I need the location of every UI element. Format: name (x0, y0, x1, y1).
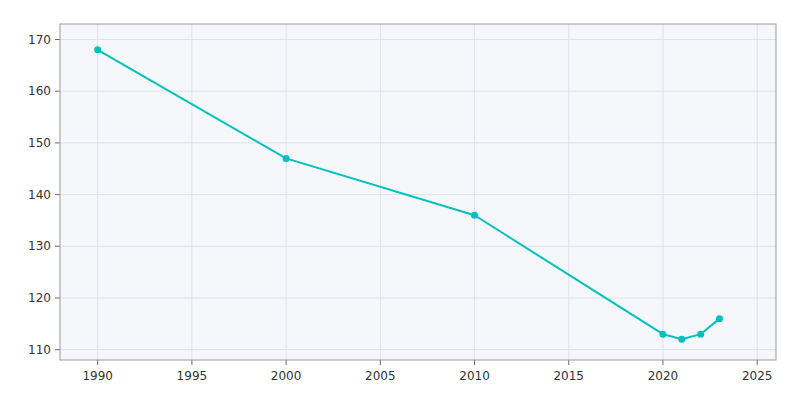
x-tick-label: 2015 (553, 369, 584, 383)
y-grid-line (60, 246, 776, 247)
x-tick (380, 360, 381, 365)
x-grid-line (286, 24, 287, 360)
y-tick-label: 170 (28, 33, 51, 47)
x-tick-label: 2020 (648, 369, 679, 383)
x-tick (757, 360, 758, 365)
x-grid-line (757, 24, 758, 360)
y-tick-label: 130 (28, 239, 51, 253)
y-grid-line (60, 349, 776, 350)
point (94, 46, 101, 53)
chart-svg: 1990 1995 2000 2005 2010 2015 2020 2025 110 120 13… (0, 0, 800, 400)
y-grid-line (60, 39, 776, 40)
point (716, 315, 723, 322)
y-grid-line (60, 297, 776, 298)
series (94, 46, 723, 342)
y-grid-line (60, 194, 776, 195)
y-tick (55, 246, 60, 247)
y-tick (55, 194, 60, 195)
line (98, 50, 720, 339)
y-tick-label: 110 (28, 343, 51, 357)
x-tick (568, 360, 569, 365)
x-tick (662, 360, 663, 365)
x-tick-label: 1990 (82, 369, 113, 383)
point (659, 331, 666, 338)
x-tick (191, 360, 192, 365)
plot-frame (60, 24, 776, 360)
x-tick-label: 1995 (177, 369, 208, 383)
point (471, 212, 478, 219)
point (678, 336, 685, 343)
chart-container: 1990 1995 2000 2005 2010 2015 2020 2025 110 120 13… (0, 0, 800, 400)
y-grid-line (60, 142, 776, 143)
x-grid-line (191, 24, 192, 360)
y-tick-label: 160 (28, 84, 51, 98)
plot-background (60, 24, 776, 360)
x-tick-label: 2005 (365, 369, 396, 383)
grid (60, 24, 776, 360)
x-tick (474, 360, 475, 365)
point (697, 331, 704, 338)
y-tick-label: 120 (28, 291, 51, 305)
y-tick (55, 39, 60, 40)
x-tick-label: 2025 (742, 369, 773, 383)
y-tick (55, 91, 60, 92)
x-grid-line (380, 24, 381, 360)
x-tick (97, 360, 98, 365)
point (283, 155, 290, 162)
y-tick (55, 349, 60, 350)
x-tick-label: 2000 (271, 369, 302, 383)
x-grid-line (97, 24, 98, 360)
y-tick-label: 150 (28, 136, 51, 150)
x-grid-line (474, 24, 475, 360)
y-tick-label: 140 (28, 188, 51, 202)
x-tick-label: 2010 (459, 369, 490, 383)
axes: 1990 1995 2000 2005 2010 2015 2020 2025 110 120 13… (28, 33, 772, 383)
x-tick (286, 360, 287, 365)
x-grid-line (568, 24, 569, 360)
x-grid-line (662, 24, 663, 360)
y-tick (55, 297, 60, 298)
y-tick (55, 142, 60, 143)
